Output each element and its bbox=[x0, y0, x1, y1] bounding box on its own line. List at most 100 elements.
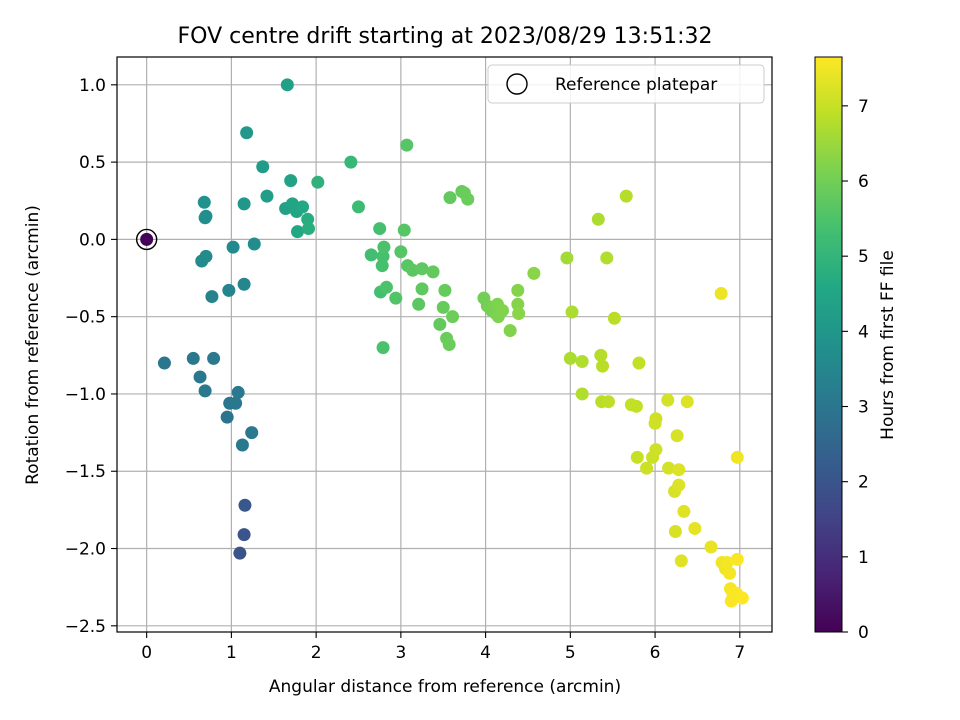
data-point bbox=[649, 412, 663, 426]
colorbar-tick-label: 4 bbox=[858, 322, 869, 342]
data-point bbox=[662, 461, 676, 475]
y-tick-label: −0.5 bbox=[65, 308, 106, 328]
y-tick-label: −2.0 bbox=[65, 540, 106, 560]
colorbar-label: Hours from first FF file bbox=[878, 250, 898, 440]
data-point bbox=[373, 222, 387, 236]
data-point bbox=[245, 426, 259, 440]
data-point bbox=[198, 384, 212, 398]
legend-reference-marker bbox=[506, 73, 528, 95]
data-point bbox=[233, 546, 247, 560]
colorbar-tick-label: 7 bbox=[858, 97, 869, 117]
data-point bbox=[670, 429, 684, 443]
data-point bbox=[600, 251, 614, 265]
legend-entry-reference: Reference platepar bbox=[555, 75, 717, 95]
y-tick-label: −2.5 bbox=[65, 617, 106, 637]
x-tick-label: 1 bbox=[226, 643, 237, 663]
data-point bbox=[640, 461, 654, 475]
data-point bbox=[238, 498, 252, 512]
data-point bbox=[720, 555, 734, 569]
data-point bbox=[412, 297, 426, 311]
data-point bbox=[140, 232, 154, 246]
data-point bbox=[199, 209, 213, 223]
data-point bbox=[672, 478, 686, 492]
data-point bbox=[672, 463, 686, 477]
x-axis-ticks: 0 1 2 3 4 5 6 7 bbox=[141, 632, 745, 663]
y-axis-label: Rotation from reference (arcmin) bbox=[23, 205, 43, 485]
data-point bbox=[723, 566, 737, 580]
data-point bbox=[237, 197, 251, 211]
data-point bbox=[351, 200, 365, 214]
data-point bbox=[186, 351, 200, 365]
colorbar-tick-label: 5 bbox=[858, 247, 869, 267]
reference-marker bbox=[135, 228, 158, 251]
data-point bbox=[704, 540, 718, 554]
data-point bbox=[630, 450, 644, 464]
data-point bbox=[237, 277, 251, 291]
colorbar-frame bbox=[814, 56, 843, 633]
y-tick-label: 1.0 bbox=[79, 76, 106, 96]
data-point bbox=[240, 126, 254, 140]
data-point bbox=[205, 290, 219, 304]
data-point bbox=[344, 155, 358, 169]
data-point bbox=[649, 443, 663, 457]
colorbar-tick-label: 2 bbox=[858, 473, 869, 493]
data-point bbox=[688, 521, 702, 535]
data-point bbox=[591, 212, 605, 226]
colorbar: 0 1 2 3 4 5 6 7 Hours from first FF file bbox=[814, 56, 898, 643]
data-point bbox=[415, 262, 429, 276]
data-point bbox=[511, 283, 525, 297]
colorbar-ticks: 0 1 2 3 4 5 6 7 bbox=[842, 97, 869, 643]
data-point bbox=[563, 351, 577, 365]
data-point bbox=[284, 174, 298, 188]
data-point bbox=[193, 370, 207, 384]
data-point bbox=[735, 591, 749, 605]
x-tick-label: 3 bbox=[395, 643, 406, 663]
data-point bbox=[426, 265, 440, 279]
data-point bbox=[512, 307, 526, 321]
chart-title: FOV centre drift starting at 2023/08/29 … bbox=[178, 24, 713, 49]
x-tick-label: 6 bbox=[650, 643, 661, 663]
data-point bbox=[379, 280, 393, 294]
data-point bbox=[280, 78, 294, 92]
data-point bbox=[730, 450, 744, 464]
data-point bbox=[222, 283, 236, 297]
data-point bbox=[601, 395, 615, 409]
data-point bbox=[677, 504, 691, 518]
data-point bbox=[199, 249, 213, 263]
colorbar-tick-label: 3 bbox=[858, 398, 869, 418]
data-point bbox=[157, 356, 171, 370]
data-point bbox=[632, 356, 646, 370]
data-point bbox=[231, 385, 245, 399]
data-point bbox=[661, 393, 675, 407]
data-point bbox=[443, 191, 457, 205]
data-point bbox=[619, 189, 633, 203]
data-point bbox=[436, 300, 450, 314]
data-point bbox=[260, 189, 274, 203]
data-point bbox=[376, 341, 390, 355]
data-point bbox=[674, 554, 688, 568]
data-point bbox=[565, 305, 579, 319]
data-point bbox=[229, 396, 243, 410]
x-tick-label: 4 bbox=[480, 643, 491, 663]
data-point bbox=[226, 240, 240, 254]
data-point bbox=[296, 200, 310, 214]
data-point bbox=[377, 240, 391, 254]
data-point bbox=[433, 317, 447, 331]
y-tick-label: −1.0 bbox=[65, 385, 106, 405]
data-point bbox=[290, 225, 304, 239]
legend-box bbox=[487, 64, 765, 104]
data-point bbox=[364, 248, 378, 262]
data-point bbox=[235, 438, 249, 452]
data-point bbox=[560, 251, 574, 265]
data-point bbox=[503, 324, 517, 338]
data-point bbox=[302, 222, 316, 236]
data-point bbox=[256, 160, 270, 174]
data-point bbox=[527, 266, 541, 280]
data-point bbox=[197, 195, 211, 209]
colorbar-gradient bbox=[815, 57, 842, 632]
data-point bbox=[247, 237, 261, 251]
plot-frame bbox=[116, 56, 773, 633]
data-point bbox=[207, 351, 221, 365]
colorbar-tick-label: 1 bbox=[858, 548, 869, 568]
